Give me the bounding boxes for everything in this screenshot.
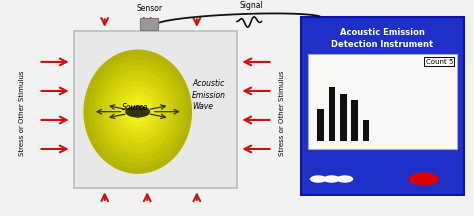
Text: Sensor: Sensor	[136, 4, 162, 13]
Bar	[74, 31, 237, 188]
Circle shape	[323, 175, 340, 183]
Circle shape	[336, 175, 353, 183]
Ellipse shape	[101, 70, 174, 153]
Circle shape	[310, 175, 327, 183]
Text: Source: Source	[122, 103, 149, 112]
Ellipse shape	[83, 49, 192, 174]
Text: Stress or Other Stimulus: Stress or Other Stimulus	[19, 71, 25, 156]
Circle shape	[126, 106, 150, 117]
Circle shape	[409, 172, 439, 186]
Ellipse shape	[97, 65, 179, 158]
Text: Acoustic
Emission
Wave: Acoustic Emission Wave	[192, 79, 226, 111]
Bar	[308, 54, 457, 149]
Ellipse shape	[88, 55, 188, 169]
Ellipse shape	[92, 60, 183, 164]
Text: Count 5: Count 5	[426, 59, 453, 65]
Text: Stress or Other Stimulus: Stress or Other Stimulus	[279, 71, 285, 156]
Ellipse shape	[119, 91, 156, 132]
Bar	[301, 17, 464, 195]
Ellipse shape	[106, 75, 170, 148]
Ellipse shape	[133, 106, 142, 117]
Ellipse shape	[110, 81, 165, 143]
Ellipse shape	[129, 101, 147, 122]
Bar	[363, 120, 369, 141]
Bar	[140, 18, 158, 30]
Bar	[318, 109, 324, 141]
Ellipse shape	[115, 86, 160, 138]
Bar	[328, 87, 335, 141]
Bar	[351, 100, 358, 141]
Ellipse shape	[124, 96, 151, 127]
Text: Signal: Signal	[239, 1, 263, 10]
Text: Acoustic Emission
Detection Instrument: Acoustic Emission Detection Instrument	[331, 28, 433, 49]
Bar	[340, 94, 346, 141]
